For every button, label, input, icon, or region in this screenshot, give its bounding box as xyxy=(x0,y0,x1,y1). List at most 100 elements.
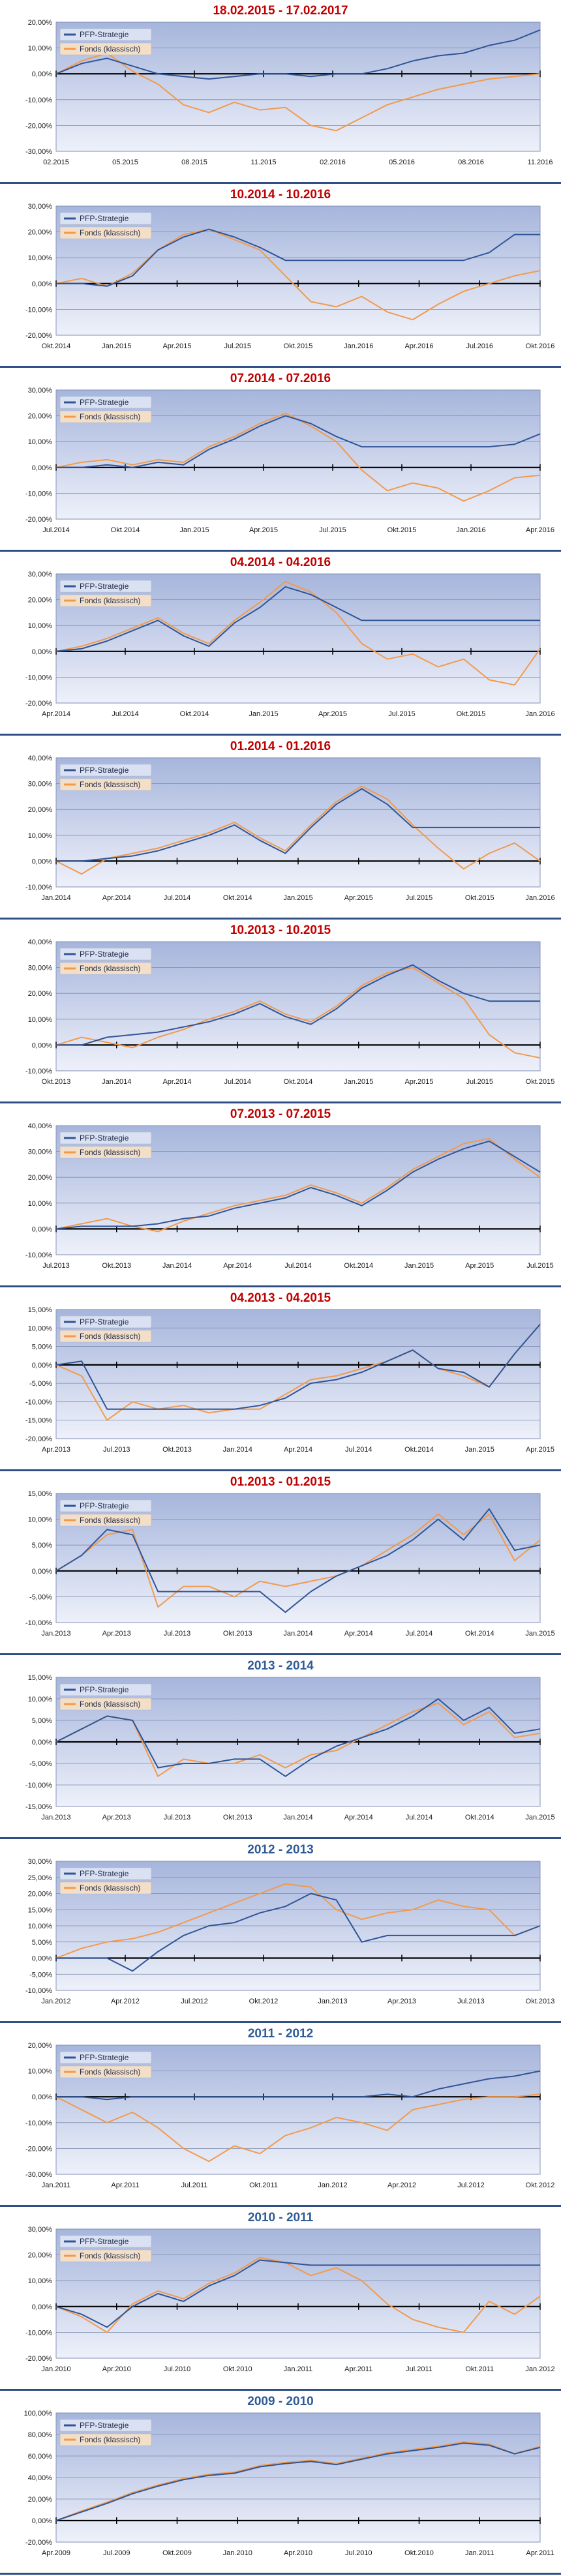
legend-entry: Fonds (klassisch) xyxy=(80,1516,140,1525)
x-tick-label: Jan.2016 xyxy=(525,894,554,902)
y-tick-label: -20,00% xyxy=(25,2145,52,2153)
x-tick-label: Jul.2014 xyxy=(164,894,191,902)
series-line-pfp-strategie xyxy=(56,1893,541,1972)
legend-box xyxy=(59,1881,152,1895)
x-tick-label: Apr.2009 xyxy=(42,2549,70,2557)
legend-box xyxy=(59,410,152,423)
y-tick-label: 5,00% xyxy=(32,1542,52,1550)
x-tick-label: Jul.2012 xyxy=(181,1998,208,2005)
chart-svg: 15,00% 10,00% 5,00% 0,00% -5,00% -10,00% -15,0… xyxy=(25,1306,554,1454)
y-tick-label: -20,00% xyxy=(25,2355,52,2363)
legend-box xyxy=(59,1131,152,1145)
x-tick-label: Okt.2014 xyxy=(284,1078,313,1086)
series-line-pfp-strategie xyxy=(55,1140,541,1230)
y-tick-label: -20,00% xyxy=(25,122,52,130)
x-tick-label: Okt.2010 xyxy=(223,2365,252,2373)
y-tick-label: 0,00% xyxy=(32,464,52,472)
legend-entry: Fonds (klassisch) xyxy=(80,228,140,237)
legend-entry: PFP-Strategie xyxy=(80,582,129,591)
chart-title: 2011 - 2012 xyxy=(247,2027,314,2041)
y-tick-label: 20,00% xyxy=(28,2252,53,2260)
y-tick-label: -10,00% xyxy=(25,1398,52,1406)
legend-entry: PFP-Strategie xyxy=(80,398,129,407)
chart-svg: 30,00% 20,00% 10,00% 0,00% -10,00% -20,00% Jan… xyxy=(25,2226,555,2373)
x-tick-label: Jul.2015 xyxy=(319,526,346,534)
x-tick-label: Jan.2012 xyxy=(318,2181,347,2189)
y-tick-label: 15,00% xyxy=(28,1906,53,1914)
chart-panel: 2013 - 2014 15,00% 10,00% 5,00% 0,00% -5,00% -… xyxy=(0,1655,561,1839)
series-line-fonds-klassisch xyxy=(55,2093,541,2163)
legend-entry: Fonds (klassisch) xyxy=(80,2251,140,2260)
legend-entry: Fonds (klassisch) xyxy=(80,596,140,605)
y-tick-label: -30,00% xyxy=(25,2171,52,2179)
x-tick-label: Jan.2012 xyxy=(525,2365,554,2373)
series-line-pfp-strategie xyxy=(55,2259,540,2328)
y-tick-label: 40,00% xyxy=(28,2474,53,2482)
x-tick-label: 11.2015 xyxy=(251,158,277,166)
y-tick-label: 10,00% xyxy=(28,2277,53,2285)
x-tick-label: Jul.2014 xyxy=(112,710,139,718)
chart-panel: 10.2014 - 10.2016 30,00% 20,00% 10,00% 0,00%… xyxy=(0,184,561,368)
x-tick-label: Apr.2013 xyxy=(102,1630,131,1638)
legend-entry: PFP-Strategie xyxy=(80,950,129,959)
x-tick-label: Jan.2012 xyxy=(41,1998,70,2005)
chart-title: 01.2013 - 01.2015 xyxy=(230,1475,331,1489)
x-tick-label: Jan.2014 xyxy=(102,1078,131,1086)
y-tick-label: 20,00% xyxy=(28,2496,53,2504)
y-tick-label: -20,00% xyxy=(25,1435,52,1443)
legend-box xyxy=(59,1514,152,1527)
chart-title: 10.2014 - 10.2016 xyxy=(230,188,331,202)
x-tick-label: Apr.2015 xyxy=(526,1446,554,1454)
y-tick-label: 10,00% xyxy=(28,45,53,53)
chart-svg: 40,00% 30,00% 20,00% 10,00% 0,00% -10,00% Jan.… xyxy=(25,755,555,902)
y-tick-label: 20,00% xyxy=(28,19,53,27)
y-tick-label: 15,00% xyxy=(28,1674,53,1682)
x-tick-label: Okt.2014 xyxy=(180,710,209,718)
x-tick-label: Okt.2015 xyxy=(284,342,313,350)
y-tick-label: 30,00% xyxy=(28,1858,53,1866)
x-tick-label: Jan.2015 xyxy=(283,894,312,902)
x-tick-label: Apr.2015 xyxy=(249,526,278,534)
legend-box xyxy=(59,2433,152,2446)
plot-area xyxy=(55,22,541,152)
chart-panel: 2011 - 2012 20,00% 10,00% 0,00% -10,00% -20,0… xyxy=(0,2023,561,2207)
series-line-fonds-klassisch xyxy=(55,966,541,1059)
y-tick-label: 0,00% xyxy=(32,2093,52,2101)
y-tick-label: -10,00% xyxy=(25,1619,52,1627)
y-tick-label: -10,00% xyxy=(25,306,52,314)
y-tick-label: -20,00% xyxy=(25,700,52,708)
legend-entry: PFP-Strategie xyxy=(80,2053,129,2062)
series-line-pfp-strategie xyxy=(56,415,541,468)
y-tick-label: 0,00% xyxy=(32,1568,52,1576)
chart-svg: 20,00% 10,00% 0,00% -10,00% -20,00% -30,00% 02… xyxy=(25,19,553,166)
x-tick-label: Okt.2011 xyxy=(465,2365,494,2373)
series-line-pfp-strategie xyxy=(55,29,541,80)
x-tick-label: Okt.2013 xyxy=(162,1446,192,1454)
y-tick-label: 0,00% xyxy=(32,70,52,78)
chart-panel: 04.2013 - 04.2015 15,00% 10,00% 5,00% 0,00% -… xyxy=(0,1287,561,1471)
x-tick-label: Apr.2013 xyxy=(102,1814,131,1821)
x-tick-label: Okt.2014 xyxy=(404,1446,434,1454)
plot-area xyxy=(55,941,541,1071)
legend-entry: Fonds (klassisch) xyxy=(80,44,140,53)
y-tick-label: 20,00% xyxy=(28,1174,53,1182)
x-tick-label: Jan.2014 xyxy=(283,1630,312,1638)
x-tick-label: Jan.2011 xyxy=(42,2181,70,2189)
legend-box xyxy=(59,580,152,593)
x-tick-label: Jul.2013 xyxy=(457,1998,485,2005)
x-tick-label: Apr.2013 xyxy=(387,1998,416,2005)
series-line-pfp-strategie xyxy=(55,2442,541,2521)
legend-box xyxy=(59,28,152,41)
y-tick-label: 60,00% xyxy=(28,2453,53,2461)
legend-entry: Fonds (klassisch) xyxy=(80,412,140,421)
x-tick-label: Okt.2014 xyxy=(111,526,140,534)
legend-box xyxy=(59,1499,152,1512)
y-tick-label: -10,00% xyxy=(25,674,52,681)
x-tick-label: Okt.2013 xyxy=(42,1078,71,1086)
x-tick-label: Apr.2011 xyxy=(111,2181,139,2189)
y-tick-label: -10,00% xyxy=(25,2119,52,2127)
x-tick-label: 08.2016 xyxy=(458,158,484,166)
chart-title: 2010 - 2011 xyxy=(247,2211,314,2224)
legend-box xyxy=(59,2235,152,2248)
chart-svg: 40,00% 30,00% 20,00% 10,00% 0,00% -10,00% Jul.… xyxy=(25,1122,554,1270)
